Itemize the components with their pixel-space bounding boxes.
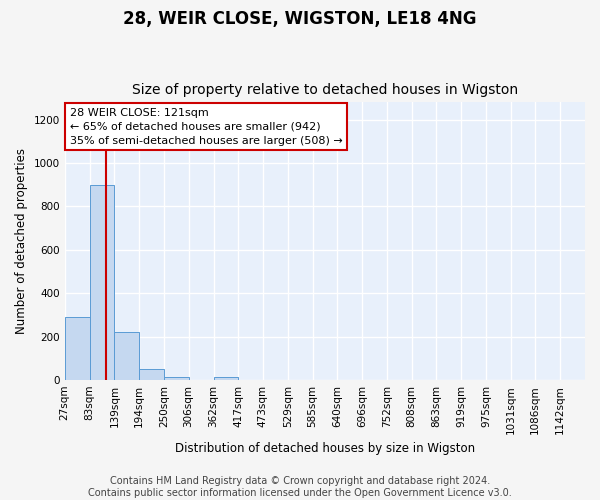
Text: Contains HM Land Registry data © Crown copyright and database right 2024.
Contai: Contains HM Land Registry data © Crown c… [88,476,512,498]
Y-axis label: Number of detached properties: Number of detached properties [15,148,28,334]
Text: 28 WEIR CLOSE: 121sqm
← 65% of detached houses are smaller (942)
35% of semi-det: 28 WEIR CLOSE: 121sqm ← 65% of detached … [70,108,343,146]
Bar [65,317,89,380]
Bar [164,377,188,380]
Bar [89,185,115,380]
Bar [139,369,164,380]
Bar [115,332,139,380]
Text: 28, WEIR CLOSE, WIGSTON, LE18 4NG: 28, WEIR CLOSE, WIGSTON, LE18 4NG [123,10,477,28]
Bar [214,377,238,380]
Title: Size of property relative to detached houses in Wigston: Size of property relative to detached ho… [132,83,518,97]
X-axis label: Distribution of detached houses by size in Wigston: Distribution of detached houses by size … [175,442,475,455]
